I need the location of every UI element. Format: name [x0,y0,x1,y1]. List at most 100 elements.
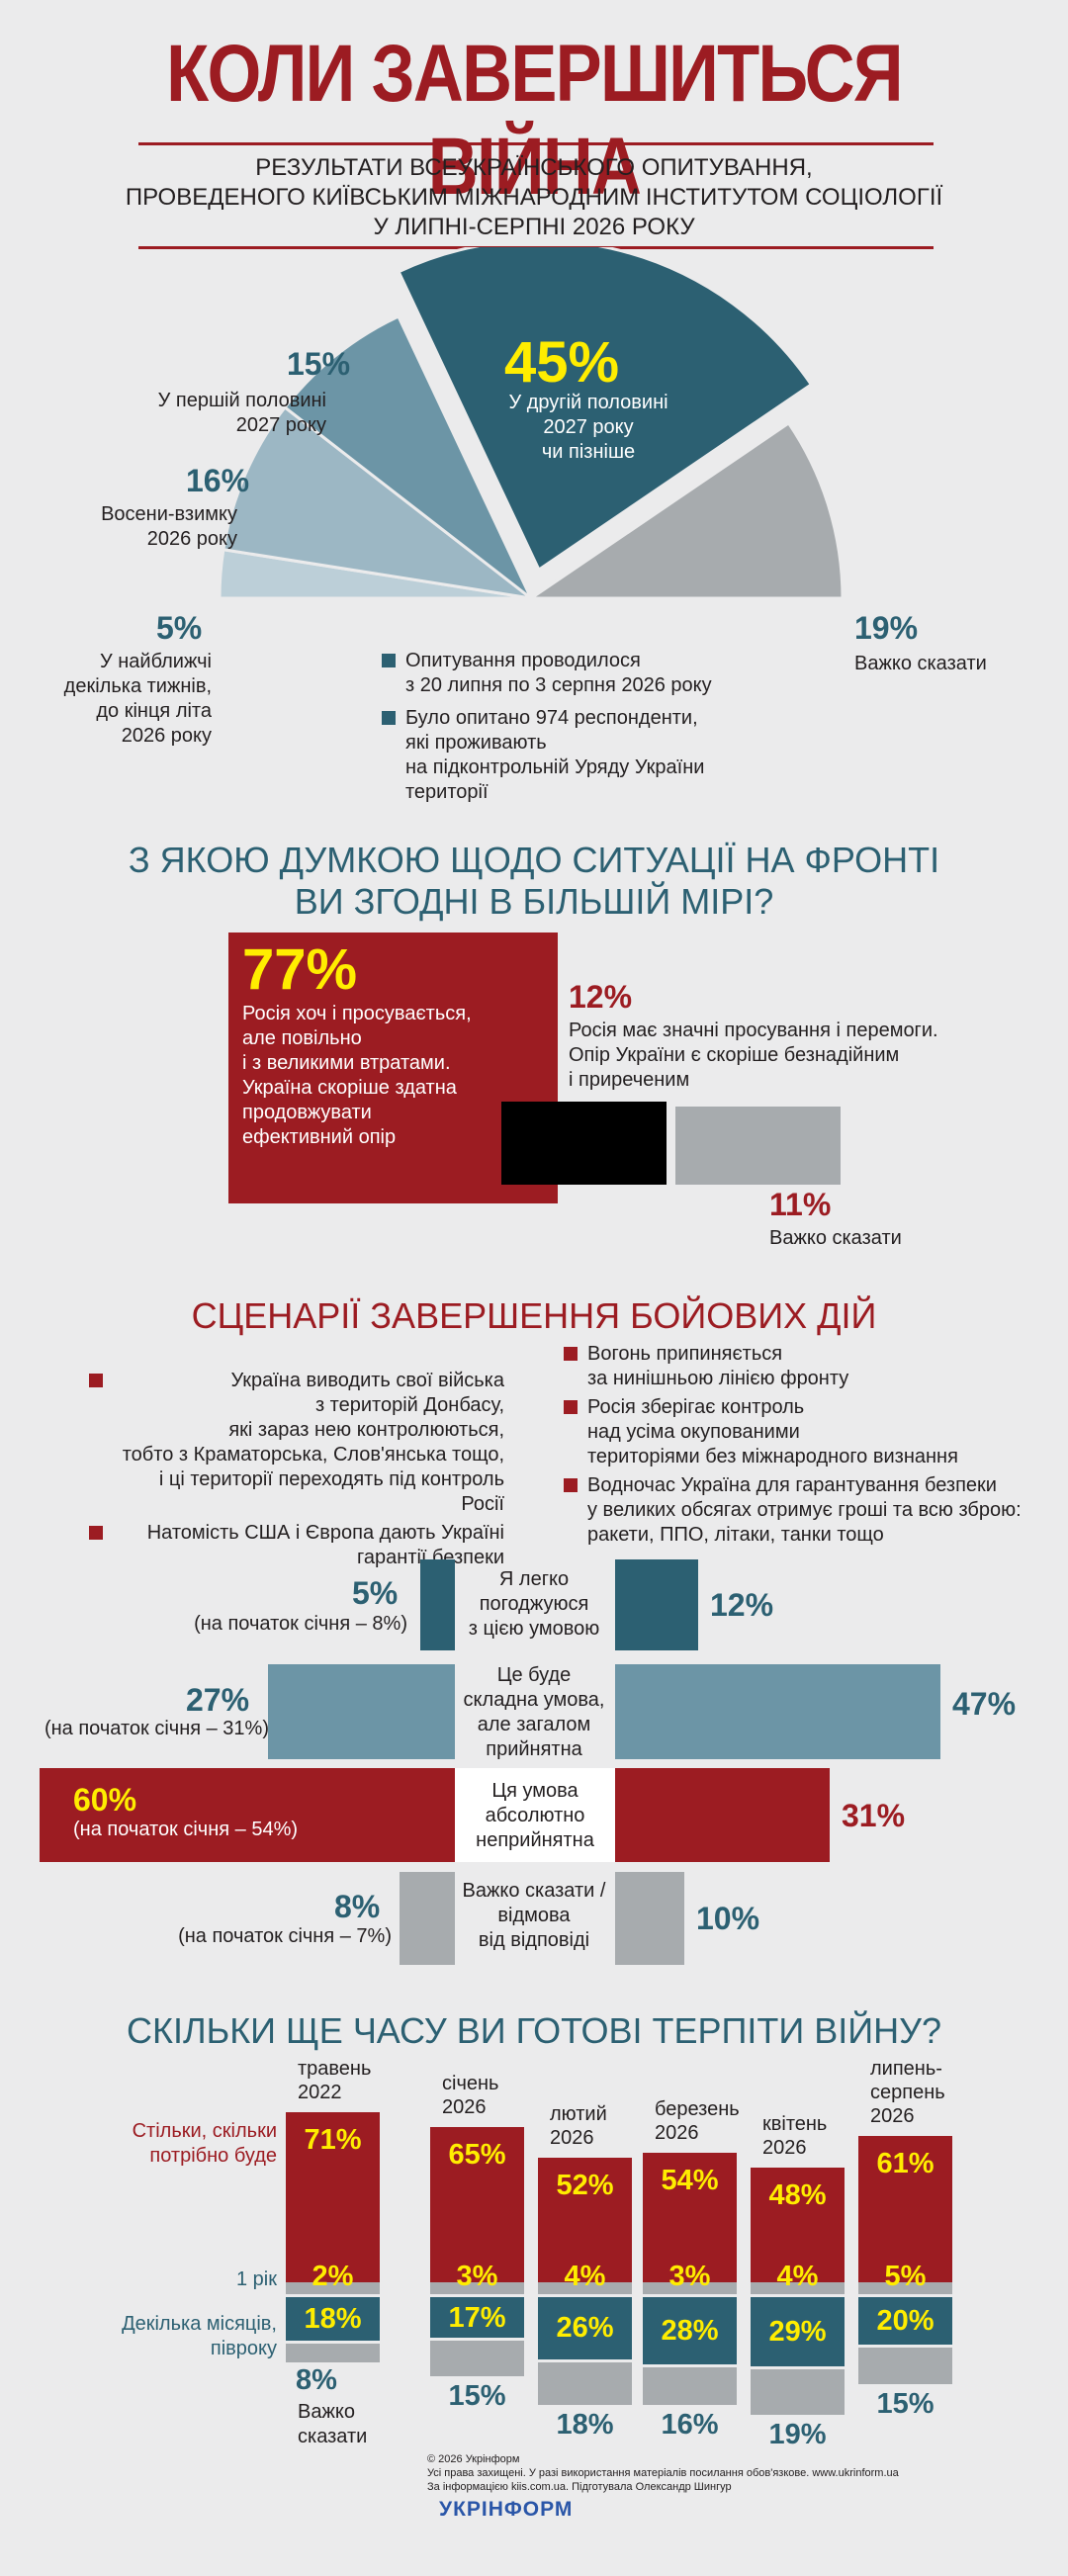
pie-value-5: 5% [156,610,203,646]
scenario-bar-left [420,1559,455,1650]
period-label-line: 2026 [762,2136,807,2159]
value-months: 17% [448,2301,506,2334]
pie-slice-16 [222,404,532,600]
value-as-needed: 65% [448,2138,506,2171]
pie-label-line: У другій половині [508,392,668,413]
condition-line: над усіма окупованими [587,1421,800,1443]
front-label-line: ефективний опір [242,1126,397,1148]
subtitle-line: У ЛИПНІ-СЕРПНІ 2026 РОКУ [373,214,695,240]
condition-line: територіями без міжнародного визнання [587,1446,958,1467]
stack-segment-as-needed: 65% [430,2126,524,2282]
stack-segment-one-year [643,2282,737,2294]
value-one-year: 2% [312,2261,354,2292]
stack-segment-hard [538,2361,632,2406]
pie-label-line: Восени-взимку [101,503,237,525]
value-as-needed: 48% [768,2178,827,2211]
value-hard-to-say: 19% [768,2419,827,2451]
scenarios-title: СЦЕНАРІЇ ЗАВЕРШЕННЯ БОЙОВИХ ДІЙ [191,1295,877,1336]
scenario-row-label: Важко сказати / відмова від відповіді [451,1879,617,1953]
scenario-label-line: але загалом [477,1714,591,1735]
tolerance-title: СКІЛЬКИ ЩЕ ЧАСУ ВИ ГОТОВІ ТЕРПІТИ ВІЙНУ? [126,2010,941,2051]
front-question-title: З ЯКОЮ ДУМКОЮ ЩОДО СИТУАЦІЇ НА ФРОНТІ ВИ… [0,840,1068,923]
scenario-row-label: Я легко погоджуюся з цією умовою [457,1567,611,1642]
scenario-left-note: (на початок січня – 8%) [194,1613,407,1635]
condition-text: Водночас Україна для гарантування безпек… [587,1473,1022,1548]
scenario-label-line: відмова [497,1905,571,1926]
value-months: 18% [304,2302,362,2335]
stack-segment-months: 26% [538,2297,632,2359]
pie-slice-15 [282,313,533,600]
pie-label-line: 2026 року [146,528,237,550]
pie-label-line: до кінця літа [96,700,212,722]
period-label-line: квітень [762,2112,828,2135]
scenario-label-line: неприйнятна [476,1829,594,1851]
scenario-row-label: Ця умова абсолютно неприйнятна [455,1779,615,1853]
value-months: 28% [661,2314,719,2347]
scenario-left-value: 8% [334,1889,381,1924]
front-value-77: 77% [242,937,358,1002]
stack-segment-one-year [286,2282,380,2294]
pie-slice-19 [526,420,845,600]
value-hard-to-say: 8% [296,2363,337,2396]
note-line: з 20 липня по 3 серпня 2026 року [405,674,712,696]
scenario-label-line: Важко сказати / [462,1880,606,1902]
pie-label-line: 2027 року [235,414,326,436]
note-line: Було опитано 974 респонденти, [405,707,698,729]
front-value-12: 12% [569,979,633,1015]
period-label-line: березень [655,2098,740,2121]
pie-chart [218,247,845,600]
subtitle: РЕЗУЛЬТАТИ ВСЕУКРАЇНСЬКОГО ОПИТУВАННЯ, П… [119,153,949,242]
period-label-line: лютий [550,2103,607,2126]
pie-label-weeks: У найближчі декілька тижнів, до кінця лі… [40,650,212,749]
condition-line: з територій Донбасу, [314,1394,504,1416]
pie-value-15: 15% [287,346,351,382]
subtitle-line: ПРОВЕДЕНОГО КИЇВСЬКИМ МІЖНАРОДНИМ ІНСТИТ… [125,184,943,211]
conditions-right: Вогонь припиняється за нинішньою лінією … [564,1342,1028,1548]
scenario-right-value: 10% [696,1901,760,1936]
value-as-needed: 71% [304,2124,362,2157]
scenario-bar-left [400,1872,455,1965]
value-as-needed: 52% [556,2170,614,2202]
stack-segment-months: 18% [286,2297,380,2341]
front-value-11: 11% [769,1187,832,1222]
period-label-line: липень- [870,2058,942,2081]
note-line: Опитування проводилося [405,650,641,671]
stack-segment-one-year [751,2282,845,2294]
bullet-square-icon [564,1400,578,1414]
front-bar-11 [675,1107,841,1185]
condition-item: Вогонь припиняється за нинішньою лінією … [564,1342,1028,1391]
stack-segment-months: 28% [643,2297,737,2364]
scenario-left-note: (на початок січня – 7%) [178,1925,392,1947]
condition-text: Вогонь припиняється за нинішньою лінією … [587,1342,848,1391]
condition-line: і ці території переходять під контроль Р… [158,1468,504,1515]
scenario-label-line: Я легко [498,1568,570,1590]
pie-label-second-half-2027: У другій половині 2027 року чи пізніше [465,391,712,465]
condition-line: ракети, ППО, літаки, танки тощо [587,1524,884,1546]
value-one-year: 4% [564,2261,606,2292]
title-line: З ЯКОЮ ДУМКОЮ ЩОДО СИТУАЦІЇ НА ФРОНТІ [128,840,940,880]
scenario-left-note: (на початок січня – 54%) [73,1819,299,1840]
subtitle-rule-top [138,142,934,145]
note-line: на підконтрольній Уряду України [405,756,705,778]
condition-text: Україна виводить свої війська з територі… [113,1369,504,1517]
condition-line: Росія зберігає контроль [587,1396,805,1418]
row-label-as-needed: Стільки, скільки потрібно буде [79,2119,277,2169]
footer-rights: Усі права захищені. У разі використання … [427,2467,899,2479]
condition-item: Україна виводить свої війська з територі… [89,1369,504,1517]
hard-label-line: сказати [298,2425,368,2447]
period-label-line: 2026 [655,2122,699,2145]
row-label-line: Декілька місяців, [122,2313,277,2335]
scenario-row-label: Це буде складна умова, але загалом прийн… [451,1663,617,1762]
scenario-label-line: погоджуюся [479,1593,589,1615]
scenario-label-line: прийнятна [486,1738,582,1760]
scenario-label-line: абсолютно [485,1805,585,1826]
value-one-year: 3% [456,2261,498,2292]
scenario-bar-right [615,1664,940,1759]
bullet-square-icon [382,654,396,667]
front-label-line: Росія має значні просування і перемоги. [569,1020,938,1041]
scenario-right-value: 31% [842,1798,906,1833]
condition-line: Вогонь припиняється [587,1343,783,1365]
period-label: липень-серпень 2026 [870,2057,945,2128]
front-label-line: продовжувати [242,1102,372,1123]
stack-segment-months: 20% [858,2297,952,2346]
